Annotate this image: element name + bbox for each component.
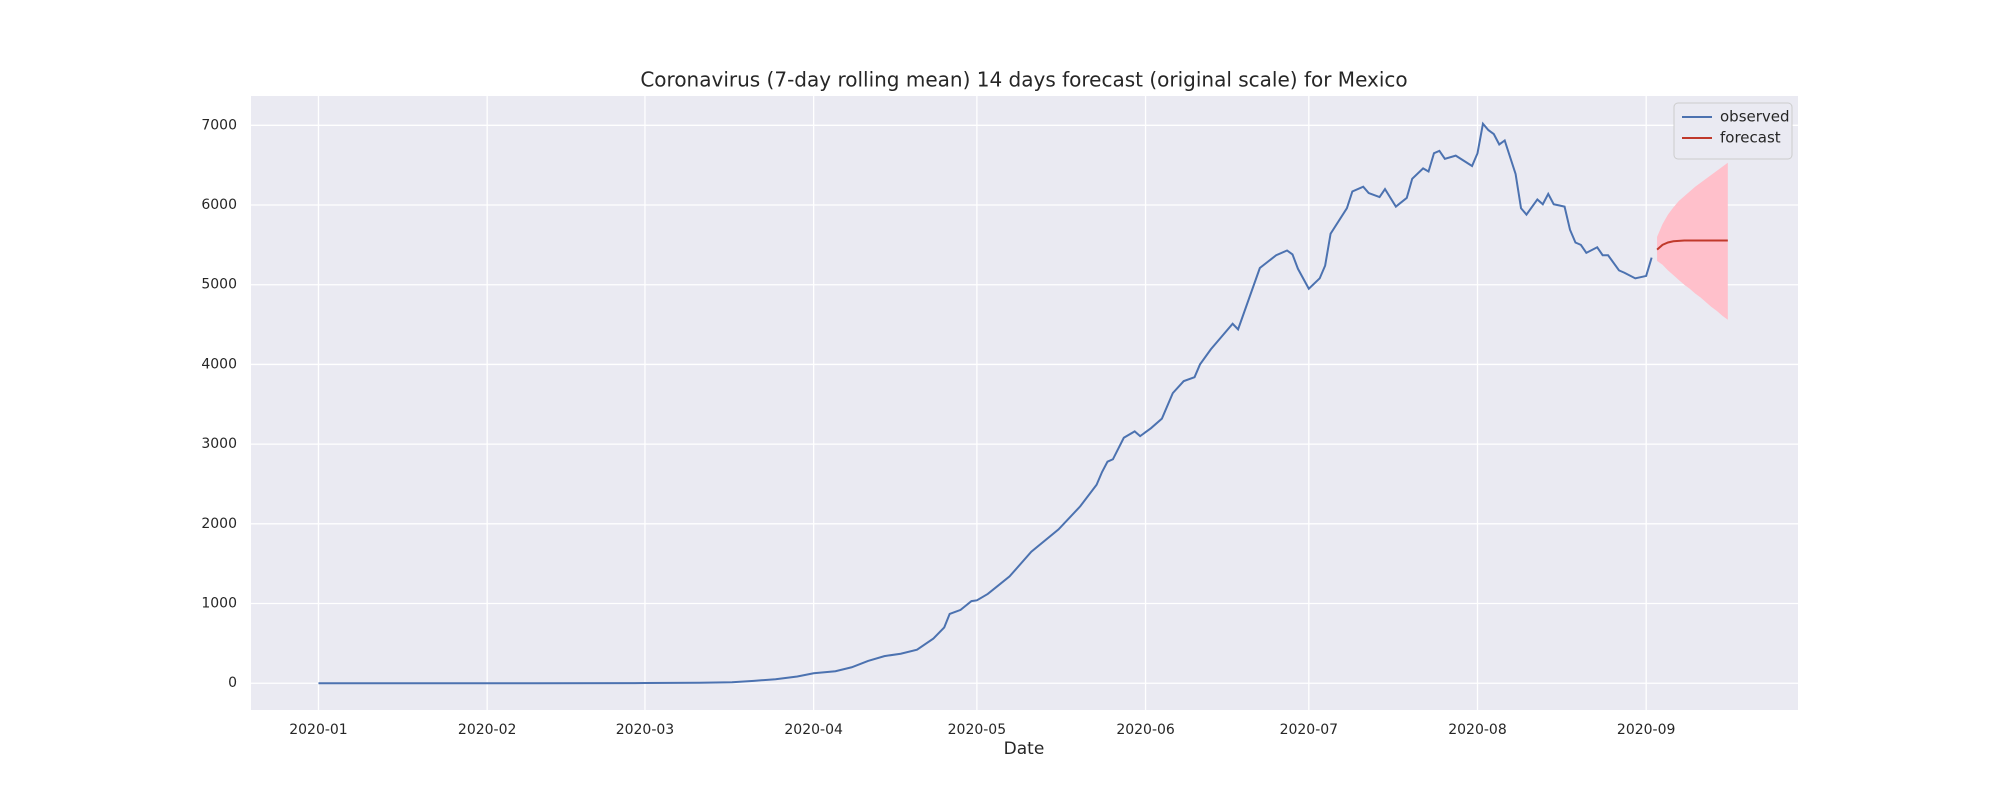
plot-area: [251, 96, 1798, 710]
legend-label: forecast: [1720, 129, 1781, 147]
x-tick-label: 2020-09: [1617, 722, 1676, 738]
x-tick-label: 2020-01: [289, 722, 348, 738]
y-tick-label: 5000: [201, 277, 237, 293]
y-tick-label: 3000: [201, 436, 237, 452]
y-tick-label: 1000: [201, 596, 237, 612]
y-tick-label: 2000: [201, 516, 237, 532]
y-tick-label: 6000: [201, 197, 237, 213]
legend-label: observed: [1720, 108, 1790, 126]
legend: observed forecast: [1673, 102, 1793, 160]
y-tick-label: 7000: [201, 117, 237, 133]
x-tick-label: 2020-05: [948, 722, 1007, 738]
x-tick-label: 2020-04: [784, 722, 843, 738]
series-line: [1656, 239, 1728, 251]
x-tick-label: 2020-02: [458, 722, 517, 738]
y-tick-label: 4000: [201, 356, 237, 372]
x-tick-label: 2020-06: [1116, 722, 1175, 738]
chart-title: Coronavirus (7-day rolling mean) 14 days…: [640, 68, 1407, 92]
y-tick-label: 0: [228, 675, 237, 691]
series-line: [318, 121, 1653, 685]
x-tick-label: 2020-03: [616, 722, 675, 738]
x-tick-label: 2020-08: [1448, 722, 1507, 738]
x-tick-label: 2020-07: [1280, 722, 1339, 738]
x-axis-label: Date: [1004, 739, 1045, 759]
